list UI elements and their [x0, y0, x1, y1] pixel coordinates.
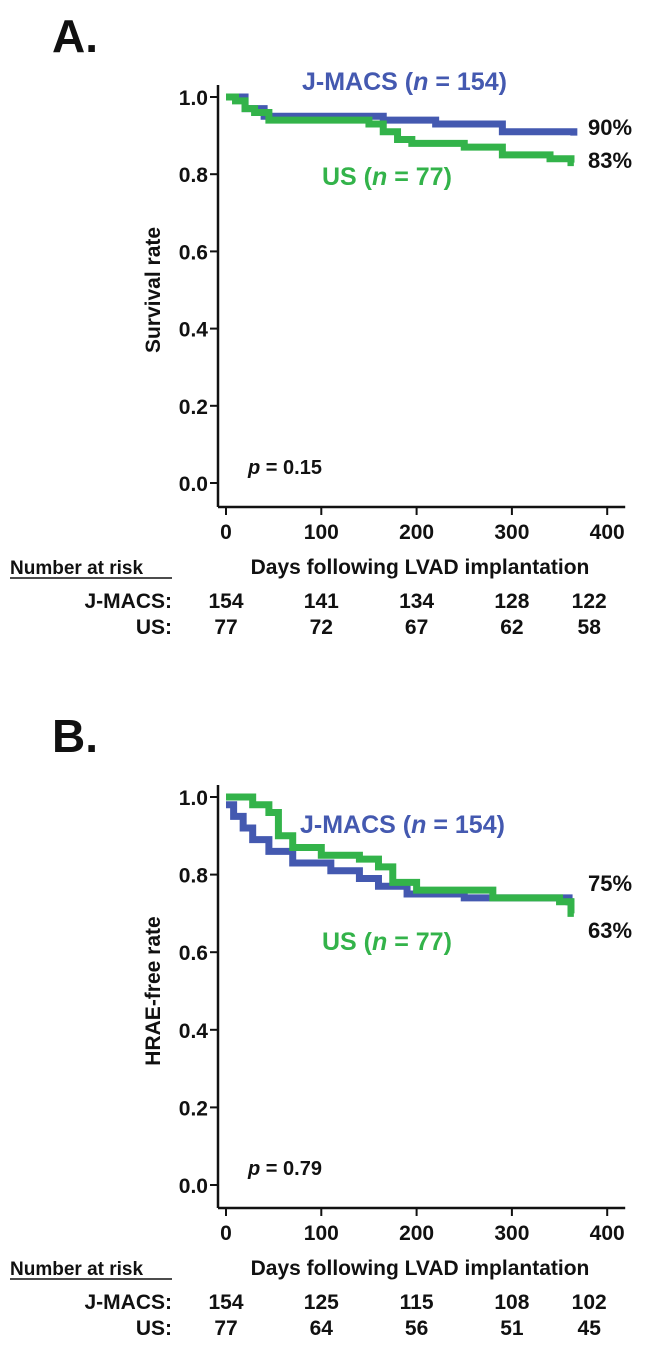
end-percent-us: 63% [588, 918, 632, 943]
risk-row-label: J-MACS: [85, 1291, 173, 1314]
panel-b: B. 0.0 0.2 0.4 0.6 0.8 1.0 0 100 200 300 400 HRAE-fr… [10, 710, 632, 1340]
y-tick-label: 0.4 [179, 1020, 209, 1043]
x-tick-label: 0 [220, 521, 232, 544]
p-symbol: p [247, 1158, 260, 1180]
risk-value: 122 [572, 590, 607, 613]
legend-label-n: n [372, 163, 387, 191]
panel-a: A. 0.0 0.2 0.4 0.6 0.8 1.0 0 100 200 300 400 Surviva… [10, 10, 632, 639]
series-line-us [226, 793, 575, 917]
y-tick-label: 0.6 [179, 942, 208, 965]
legend-label-suffix: = 77) [387, 928, 452, 956]
legend-label-prefix: J-MACS ( [302, 68, 414, 96]
risk-value: 72 [310, 616, 333, 639]
x-tick-label: 0 [220, 1222, 232, 1245]
risk-value: 102 [572, 1291, 607, 1314]
x-tick-label: 100 [304, 1222, 339, 1245]
series-line-us [226, 93, 575, 167]
y-tick-label: 0.2 [179, 396, 208, 419]
y-tick-label: 0.2 [179, 1097, 208, 1120]
legend-label-prefix: J-MACS ( [300, 811, 412, 839]
legend-label-prefix: US ( [322, 163, 373, 191]
risk-value: 45 [578, 1317, 602, 1340]
risk-value: 64 [310, 1317, 334, 1340]
x-tick-label: 200 [399, 521, 434, 544]
risk-value: 58 [578, 616, 602, 639]
x-tick-label: 300 [494, 521, 529, 544]
risk-value: 56 [405, 1317, 428, 1340]
p-value-text: = 0.79 [260, 1158, 322, 1180]
legend-label-us: US (n = 77) [322, 163, 452, 191]
panel-label: B. [52, 710, 98, 762]
y-tick-label: 0.8 [179, 164, 209, 187]
x-tick-label: 400 [590, 1222, 625, 1245]
p-value: p = 0.15 [247, 457, 322, 479]
risk-row-label: J-MACS: [85, 590, 173, 613]
y-axis-label: Survival rate [142, 227, 165, 353]
x-tick-label: 400 [590, 521, 625, 544]
risk-value: 141 [304, 590, 339, 613]
risk-table-title: Number at risk [10, 1259, 143, 1280]
p-value-text: = 0.15 [260, 457, 322, 479]
panel-label: A. [52, 10, 98, 62]
x-tick-label: 200 [399, 1222, 434, 1245]
y-tick-label: 0.0 [179, 1175, 208, 1198]
risk-value: 67 [405, 616, 428, 639]
y-tick-label: 0.4 [179, 319, 209, 342]
end-percent-us: 83% [588, 148, 632, 173]
p-symbol: p [247, 457, 260, 479]
legend-label-n: n [413, 68, 428, 96]
risk-value: 128 [494, 590, 529, 613]
risk-row-label: US: [136, 1317, 172, 1340]
risk-value: 125 [304, 1291, 339, 1314]
legend-label-n: n [372, 928, 387, 956]
y-axis-label: HRAE-free rate [142, 916, 165, 1065]
legend-label-prefix: US ( [322, 928, 373, 956]
legend-label-suffix: = 77) [387, 163, 452, 191]
series-line-j-macs [226, 801, 574, 906]
legend-label-suffix: = 154) [426, 811, 505, 839]
risk-row-label: US: [136, 616, 172, 639]
risk-value: 154 [208, 590, 243, 613]
risk-table-title: Number at risk [10, 558, 143, 579]
legend-label-suffix: = 154) [428, 68, 507, 96]
x-tick-label: 100 [304, 521, 339, 544]
legend-label-us: US (n = 77) [322, 928, 452, 956]
y-tick-label: 1.0 [179, 787, 208, 810]
y-tick-label: 1.0 [179, 87, 208, 110]
y-tick-label: 0.8 [179, 865, 209, 888]
x-axis-label: Days following LVAD implantation [251, 556, 590, 579]
risk-value: 77 [214, 1317, 237, 1340]
risk-value: 134 [399, 590, 434, 613]
risk-value: 115 [400, 1291, 434, 1314]
risk-value: 154 [208, 1291, 243, 1314]
risk-value: 62 [500, 616, 523, 639]
legend-label-j-macs: J-MACS (n = 154) [302, 68, 507, 96]
p-value: p = 0.79 [247, 1158, 322, 1180]
risk-value: 108 [494, 1291, 529, 1314]
y-tick-label: 0.6 [179, 241, 208, 264]
end-percent-j-macs: 90% [588, 115, 632, 140]
risk-value: 51 [500, 1317, 524, 1340]
risk-value: 77 [214, 616, 237, 639]
legend-label-n: n [411, 811, 426, 839]
x-tick-label: 300 [494, 1222, 529, 1245]
y-tick-label: 0.0 [179, 473, 208, 496]
end-percent-j-macs: 75% [588, 871, 632, 896]
x-axis-label: Days following LVAD implantation [251, 1257, 590, 1280]
legend-label-j-macs: J-MACS (n = 154) [300, 811, 505, 839]
